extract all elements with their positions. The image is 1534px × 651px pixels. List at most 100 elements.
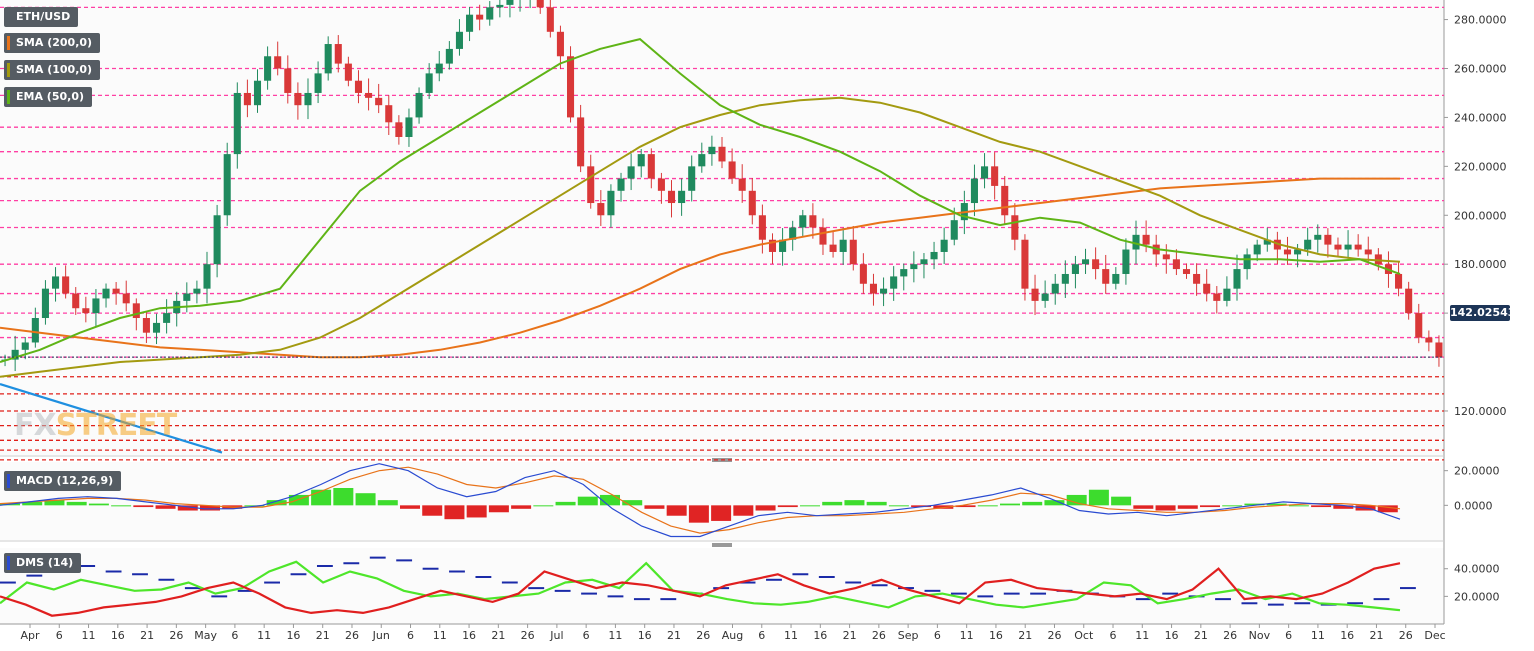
candle-body	[11, 349, 19, 360]
candle-body	[657, 178, 665, 191]
candle-body	[294, 92, 302, 106]
time-tick-label: 16	[638, 629, 652, 642]
macd-histogram-bar	[977, 505, 998, 507]
macd-histogram-bar	[711, 505, 732, 521]
candle-body	[1001, 185, 1009, 216]
macd-histogram-bar	[1155, 505, 1176, 511]
candle-body	[1344, 244, 1352, 250]
macd-histogram-bar	[555, 501, 576, 506]
sma200-legend: SMA (200,0)	[4, 33, 101, 53]
candle-body	[193, 288, 201, 294]
candle-body	[1081, 259, 1090, 265]
time-tick-label: 6	[407, 629, 414, 642]
ema50-line	[0, 38, 1401, 363]
candle-body	[102, 288, 110, 299]
candle-body	[748, 190, 756, 216]
macd-histogram-bar	[1111, 496, 1132, 506]
candle-body	[546, 7, 554, 32]
candle-body	[627, 166, 635, 179]
candle-body	[496, 4, 504, 8]
symbol-label: ETH/USD	[16, 10, 71, 23]
candle-body	[395, 122, 403, 137]
time-tick-label: 26	[169, 629, 183, 642]
candle-body	[1324, 234, 1332, 245]
dms-swatch	[7, 556, 10, 570]
time-tick-label: 26	[1223, 629, 1237, 642]
candle-body	[566, 56, 575, 118]
time-tick-label: 21	[491, 629, 505, 642]
macd-histogram-bar	[400, 505, 420, 509]
descending-trendline	[0, 383, 223, 454]
candle-body	[1425, 337, 1433, 343]
candle-body	[405, 117, 413, 137]
price-tick-label: 240.0000	[1454, 111, 1507, 124]
candle-body	[1182, 269, 1191, 274]
candle-body	[253, 80, 262, 106]
macd-histogram-bar	[111, 505, 132, 507]
macd-histogram-bar	[622, 500, 643, 506]
time-tick-label: 6	[1285, 629, 1292, 642]
candle-body	[82, 308, 90, 314]
macd-histogram-bar	[577, 496, 598, 506]
macd-histogram-bar	[644, 505, 665, 509]
candle-body	[385, 105, 393, 123]
time-tick-label: Aug	[722, 629, 743, 642]
candle-body	[758, 215, 766, 240]
candle-body	[31, 318, 39, 343]
time-tick-label: Apr	[20, 629, 40, 642]
candle-body	[1374, 254, 1382, 265]
time-tick-label: 11	[1135, 629, 1149, 642]
candle-body	[21, 342, 29, 350]
candle-body	[1142, 234, 1150, 245]
candle-body	[344, 63, 352, 81]
macd-label: MACD (12,26,9)	[16, 474, 114, 487]
macd-histogram-bar	[755, 505, 776, 511]
candle-body	[233, 92, 241, 155]
candle-body	[1041, 293, 1049, 301]
time-tick-label: 16	[813, 629, 827, 642]
candle-body	[849, 239, 857, 265]
sma200-swatch	[7, 36, 10, 50]
macd-histogram-bar	[1044, 500, 1065, 506]
candle-body	[1395, 273, 1403, 289]
candle-body	[365, 92, 373, 98]
macd-histogram-bar	[311, 489, 332, 506]
candle-body	[1243, 254, 1251, 270]
macd-histogram-bar	[1133, 505, 1154, 509]
candle-body	[799, 215, 807, 228]
candle-body	[304, 92, 312, 106]
time-tick-label: 16	[462, 629, 476, 642]
candle-body	[859, 264, 867, 284]
candle-body	[1435, 342, 1443, 358]
macd-histogram-bar	[955, 505, 976, 508]
candle-body	[41, 288, 49, 319]
candle-body	[597, 203, 605, 216]
macd-histogram-bar	[288, 494, 309, 506]
candle-body	[163, 313, 171, 323]
candle-body	[445, 48, 453, 64]
candle-body	[1263, 239, 1271, 245]
time-tick-label: 21	[1018, 629, 1032, 642]
macd-histogram-bar	[1311, 505, 1332, 508]
symbol-legend: ETH/USD	[4, 7, 79, 27]
candle-body	[1354, 244, 1362, 250]
time-tick-label: 6	[56, 629, 63, 642]
candle-body	[132, 303, 140, 319]
candle-body	[708, 146, 716, 155]
macd-histogram-bar	[822, 501, 843, 506]
time-tick-label: 11	[257, 629, 271, 642]
candle-body	[1112, 273, 1120, 284]
candle-body	[435, 63, 443, 74]
candle-body	[375, 97, 383, 106]
time-tick-label: 16	[1340, 629, 1354, 642]
minus-di-line	[0, 562, 1401, 617]
fxstreet-watermark: FXSTREET	[14, 408, 177, 443]
plus-di-line	[0, 560, 1401, 612]
price-tick-label: 200.0000	[1454, 209, 1507, 222]
candle-body	[940, 239, 948, 252]
candle-body	[1233, 269, 1241, 289]
candle-body	[1021, 239, 1029, 289]
pane-resize-handle	[712, 543, 732, 547]
time-tick-label: 16	[286, 629, 300, 642]
